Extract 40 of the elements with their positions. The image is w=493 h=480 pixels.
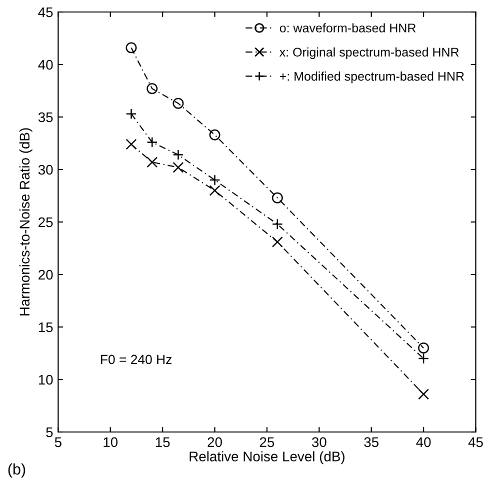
point — [146, 83, 158, 94]
y-tick-label: 25 — [38, 217, 53, 228]
x-tick-label: 30 — [312, 437, 326, 448]
x-tick-label: 25 — [260, 437, 274, 448]
point — [126, 138, 137, 150]
legend-label: +: Modified spectrum-based HNR — [280, 72, 464, 84]
y-tick-label: 10 — [38, 374, 53, 385]
point — [418, 353, 430, 364]
x-tick-label: 40 — [416, 437, 431, 448]
point — [172, 162, 184, 173]
x-tick-label: 5 — [54, 437, 62, 448]
y-tick-label: 45 — [38, 7, 53, 18]
text: (b) — [8, 463, 26, 478]
y-tick-label: 5 — [46, 427, 53, 438]
x-tick-label: 10 — [104, 437, 118, 448]
point — [272, 218, 283, 230]
point — [272, 236, 283, 248]
point — [126, 42, 137, 54]
point — [209, 174, 220, 186]
x-tick-label: 35 — [364, 437, 378, 448]
y-tick-label: 20 — [38, 270, 53, 280]
point — [172, 98, 184, 109]
y-tick-label: 35 — [38, 112, 53, 122]
annotation: F0 = 240 Hz — [101, 354, 172, 364]
point — [209, 185, 220, 196]
point — [272, 192, 283, 204]
x-tick-label: 45 — [468, 437, 483, 448]
point — [418, 388, 430, 400]
x-axis-title: Relative Noise Level (dB) — [190, 451, 344, 464]
y-tick-label: 30 — [38, 164, 53, 175]
point — [146, 156, 158, 168]
legend-label: x: Original spectrum-based HNR — [280, 47, 459, 60]
y-tick-label: 15 — [38, 322, 53, 332]
legend-label: o: waveform-based HNR — [280, 23, 416, 32]
y-axis-title: Harmonics-to-Noise Ratio (dB) — [19, 128, 32, 316]
x-tick-label: 20 — [208, 437, 222, 448]
point — [209, 129, 220, 140]
point — [418, 342, 430, 354]
y-tick-label: 40 — [38, 60, 53, 70]
x-tick-label: 15 — [156, 437, 170, 448]
